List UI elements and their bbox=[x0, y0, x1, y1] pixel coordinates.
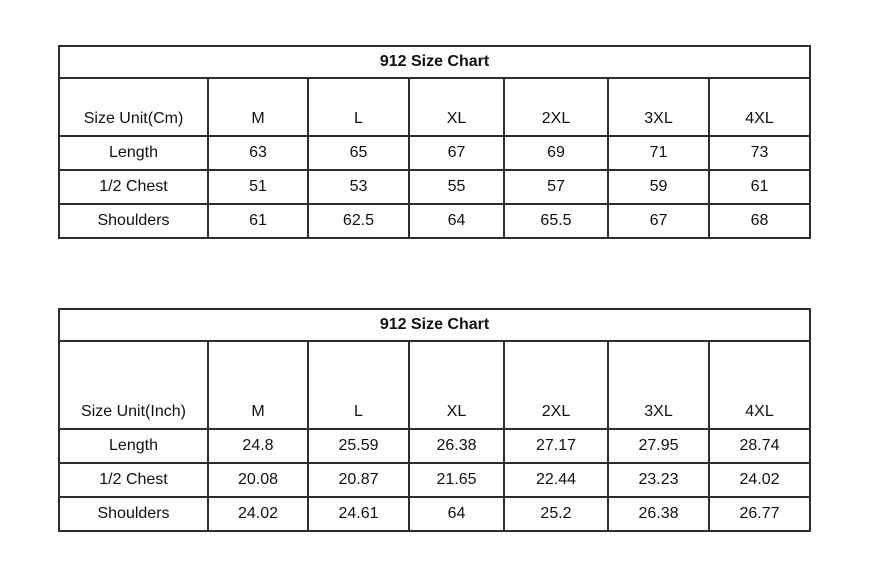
value-cell: 26.38 bbox=[408, 428, 505, 464]
value-cell: 21.65 bbox=[408, 462, 505, 498]
column-header-3xl: 3XL bbox=[607, 340, 710, 430]
value-cell: 55 bbox=[408, 169, 505, 205]
column-header-2xl: 2XL bbox=[503, 77, 609, 137]
value-cell: 22.44 bbox=[503, 462, 609, 498]
size-chart-table-cm: 912 Size Chart Size Unit(Cm) M L XL 2XL … bbox=[57, 45, 812, 239]
value-cell: 27.17 bbox=[503, 428, 609, 464]
column-header-xl: XL bbox=[408, 340, 505, 430]
table-row: Size Unit(Inch) M L XL 2XL 3XL 4XL bbox=[58, 340, 812, 430]
table-row: Size Unit(Cm) M L XL 2XL 3XL 4XL bbox=[58, 77, 812, 137]
row-label-length: Length bbox=[58, 428, 209, 464]
value-cell: 53 bbox=[307, 169, 410, 205]
table-row: 912 Size Chart bbox=[57, 45, 812, 79]
value-cell: 68 bbox=[707, 203, 812, 239]
value-cell: 62.5 bbox=[307, 203, 410, 239]
value-cell: 63 bbox=[207, 135, 309, 171]
column-header-3xl: 3XL bbox=[607, 77, 710, 137]
unit-header-cell: Size Unit(Cm) bbox=[58, 77, 209, 137]
table-row: Length 24.8 25.59 26.38 27.17 27.95 28.7… bbox=[58, 428, 812, 464]
value-cell: 20.08 bbox=[207, 462, 309, 498]
column-header-l: L bbox=[307, 77, 410, 137]
value-cell: 28.74 bbox=[707, 428, 812, 464]
table-title: 912 Size Chart bbox=[57, 308, 812, 342]
column-header-4xl: 4XL bbox=[707, 77, 812, 137]
unit-header-cell: Size Unit(Inch) bbox=[58, 340, 209, 430]
value-cell: 67 bbox=[607, 203, 710, 239]
value-cell: 57 bbox=[503, 169, 609, 205]
value-cell: 23.23 bbox=[607, 462, 710, 498]
table-row: Length 63 65 67 69 71 73 bbox=[58, 135, 812, 171]
value-cell: 26.38 bbox=[607, 496, 710, 532]
row-label-shoulders: Shoulders bbox=[58, 203, 209, 239]
table-row: 1/2 Chest 20.08 20.87 21.65 22.44 23.23 … bbox=[58, 462, 812, 498]
value-cell: 26.77 bbox=[707, 496, 812, 532]
value-cell: 61 bbox=[707, 169, 812, 205]
value-cell: 27.95 bbox=[607, 428, 710, 464]
value-cell: 24.61 bbox=[307, 496, 410, 532]
table-row: 912 Size Chart bbox=[57, 308, 812, 342]
table-title: 912 Size Chart bbox=[57, 45, 812, 79]
value-cell: 69 bbox=[503, 135, 609, 171]
row-label-length: Length bbox=[58, 135, 209, 171]
value-cell: 71 bbox=[607, 135, 710, 171]
column-header-2xl: 2XL bbox=[503, 340, 609, 430]
column-header-m: M bbox=[207, 340, 309, 430]
column-header-m: M bbox=[207, 77, 309, 137]
value-cell: 20.87 bbox=[307, 462, 410, 498]
value-cell: 64 bbox=[408, 203, 505, 239]
row-label-shoulders: Shoulders bbox=[58, 496, 209, 532]
value-cell: 67 bbox=[408, 135, 505, 171]
value-cell: 61 bbox=[207, 203, 309, 239]
value-cell: 25.2 bbox=[503, 496, 609, 532]
value-cell: 59 bbox=[607, 169, 710, 205]
table-row: Shoulders 61 62.5 64 65.5 67 68 bbox=[58, 203, 812, 239]
value-cell: 65 bbox=[307, 135, 410, 171]
value-cell: 73 bbox=[707, 135, 812, 171]
value-cell: 24.02 bbox=[707, 462, 812, 498]
value-cell: 25.59 bbox=[307, 428, 410, 464]
row-label-chest: 1/2 Chest bbox=[58, 462, 209, 498]
size-chart-table-inch: 912 Size Chart Size Unit(Inch) M L XL 2X… bbox=[57, 308, 812, 532]
value-cell: 24.8 bbox=[207, 428, 309, 464]
value-cell: 65.5 bbox=[503, 203, 609, 239]
value-cell: 51 bbox=[207, 169, 309, 205]
row-label-chest: 1/2 Chest bbox=[58, 169, 209, 205]
column-header-4xl: 4XL bbox=[707, 340, 812, 430]
column-header-xl: XL bbox=[408, 77, 505, 137]
value-cell: 64 bbox=[408, 496, 505, 532]
value-cell: 24.02 bbox=[207, 496, 309, 532]
table-row: 1/2 Chest 51 53 55 57 59 61 bbox=[58, 169, 812, 205]
table-row: Shoulders 24.02 24.61 64 25.2 26.38 26.7… bbox=[58, 496, 812, 532]
column-header-l: L bbox=[307, 340, 410, 430]
